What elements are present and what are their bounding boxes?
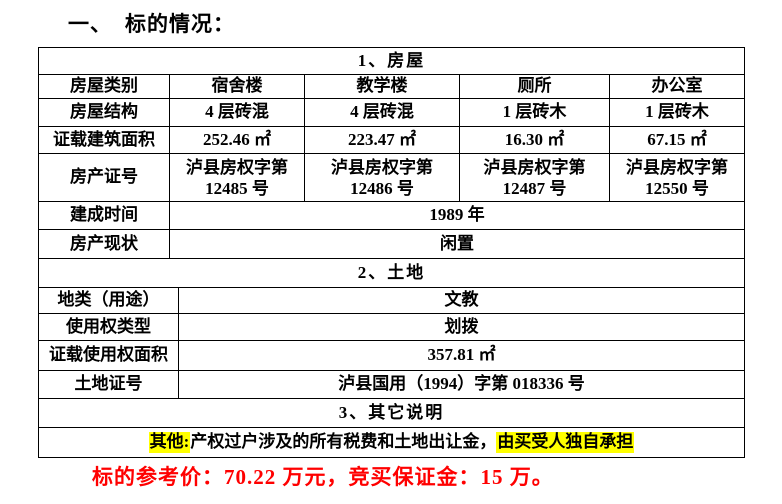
- house-category-value-4: 办公室: [651, 76, 703, 96]
- house-structure-value-2: 4 层砖混: [305, 99, 460, 126]
- cert-line1: 泸县房权字第: [186, 157, 288, 177]
- heading-text: 标的情况：: [125, 12, 235, 36]
- land-cert-row: 土地证号 泸县国用（1994）字第 018336 号: [39, 371, 744, 399]
- cert-line2: 12487 号: [502, 178, 567, 198]
- note-text: 产权过户涉及的所有税费和土地出让金，: [190, 432, 497, 452]
- other-section-title: 3、其它说明: [338, 402, 445, 422]
- house-cert-row: 房产证号 泸县房权字第 12485 号 泸县房权字第 12486 号 泸县房权字…: [39, 154, 744, 202]
- note-highlight-emphasis: 由买受人独自承担: [496, 432, 635, 453]
- house-built-row: 建成时间 1989 年: [39, 202, 744, 230]
- land-area-row: 证载使用权面积 357.81 ㎡: [39, 341, 744, 371]
- note-highlight-label: 其他:: [148, 432, 191, 453]
- land-section-title: 2、土地: [357, 262, 426, 282]
- price-note: 标的参考价：70.22 万元，竞买保证金：15 万。: [92, 465, 554, 489]
- house-area-value-3: 16.30 ㎡: [460, 127, 610, 153]
- cert-line1: 泸县房权字第: [626, 157, 728, 177]
- house-category-label: 房屋类别: [39, 75, 170, 98]
- doc-heading: 一、 标的情况：: [68, 8, 235, 38]
- cert-line2: 12485 号: [205, 178, 269, 198]
- house-section-header-row: 1、房屋: [39, 48, 744, 75]
- house-area-value-2: 223.47 ㎡: [305, 127, 460, 153]
- land-right-type-label: 使用权类型: [39, 314, 179, 340]
- land-cert-label: 土地证号: [39, 371, 179, 398]
- house-structure-value-1: 4 层砖混: [170, 99, 305, 126]
- land-right-type-value: 划拨: [444, 316, 479, 336]
- subject-info-table: 1、房屋 房屋类别 宿舍楼 教学楼 厕所 办公室 房屋结构 4 层砖混 4 层砖…: [38, 47, 745, 458]
- house-category-value-2: 教学楼: [305, 75, 460, 98]
- house-area-label: 证载建筑面积: [39, 127, 170, 153]
- house-structure-label: 房屋结构: [39, 99, 170, 126]
- house-area-value-4: 67.15 ㎡: [647, 129, 707, 149]
- land-area-label: 证载使用权面积: [39, 341, 179, 370]
- house-status-label: 房产现状: [39, 230, 170, 258]
- land-type-label: 地类（用途）: [39, 288, 179, 313]
- house-category-value-1: 宿舍楼: [170, 75, 305, 98]
- other-note: 其他: 产权过户涉及的所有税费和土地出让金， 由买受人独自承担: [39, 428, 744, 457]
- house-cert-value-4: 泸县房权字第 12550 号: [610, 154, 744, 201]
- land-section-header-row: 2、土地: [39, 259, 744, 288]
- house-category-row: 房屋类别 宿舍楼 教学楼 厕所 办公室: [39, 75, 744, 99]
- cert-line2: 12486 号: [350, 178, 414, 198]
- house-structure-value-3: 1 层砖木: [460, 99, 610, 126]
- other-note-row: 其他: 产权过户涉及的所有税费和土地出让金， 由买受人独自承担: [39, 428, 744, 457]
- house-structure-row: 房屋结构 4 层砖混 4 层砖混 1 层砖木 1 层砖木: [39, 99, 744, 127]
- house-area-value-1: 252.46 ㎡: [170, 127, 305, 153]
- house-built-value: 1989 年: [429, 205, 485, 225]
- house-cert-value-1: 泸县房权字第 12485 号: [170, 154, 305, 201]
- land-cert-value: 泸县国用（1994）字第 018336 号: [338, 374, 585, 394]
- land-right-type-row: 使用权类型 划拨: [39, 314, 744, 341]
- house-cert-value-3: 泸县房权字第 12487 号: [460, 154, 610, 201]
- house-built-label: 建成时间: [39, 202, 170, 229]
- house-area-row: 证载建筑面积 252.46 ㎡ 223.47 ㎡ 16.30 ㎡ 67.15 ㎡: [39, 127, 744, 154]
- cert-line1: 泸县房权字第: [483, 157, 586, 177]
- house-status-value: 闲置: [440, 233, 474, 253]
- house-category-value-3: 厕所: [460, 75, 610, 98]
- land-area-value: 357.81 ㎡: [427, 345, 496, 365]
- house-status-row: 房产现状 闲置: [39, 230, 744, 259]
- land-type-value: 文教: [444, 290, 479, 310]
- other-section-header-row: 3、其它说明: [39, 399, 744, 428]
- cert-line1: 泸县房权字第: [331, 157, 433, 177]
- house-cert-label: 房产证号: [39, 154, 170, 201]
- house-cert-value-2: 泸县房权字第 12486 号: [305, 154, 460, 201]
- land-type-row: 地类（用途） 文教: [39, 288, 744, 314]
- house-section-title: 1、房屋: [357, 50, 426, 70]
- heading-number: 一、: [68, 12, 112, 36]
- house-structure-value-4: 1 层砖木: [645, 102, 709, 122]
- cert-line2: 12550 号: [645, 178, 709, 198]
